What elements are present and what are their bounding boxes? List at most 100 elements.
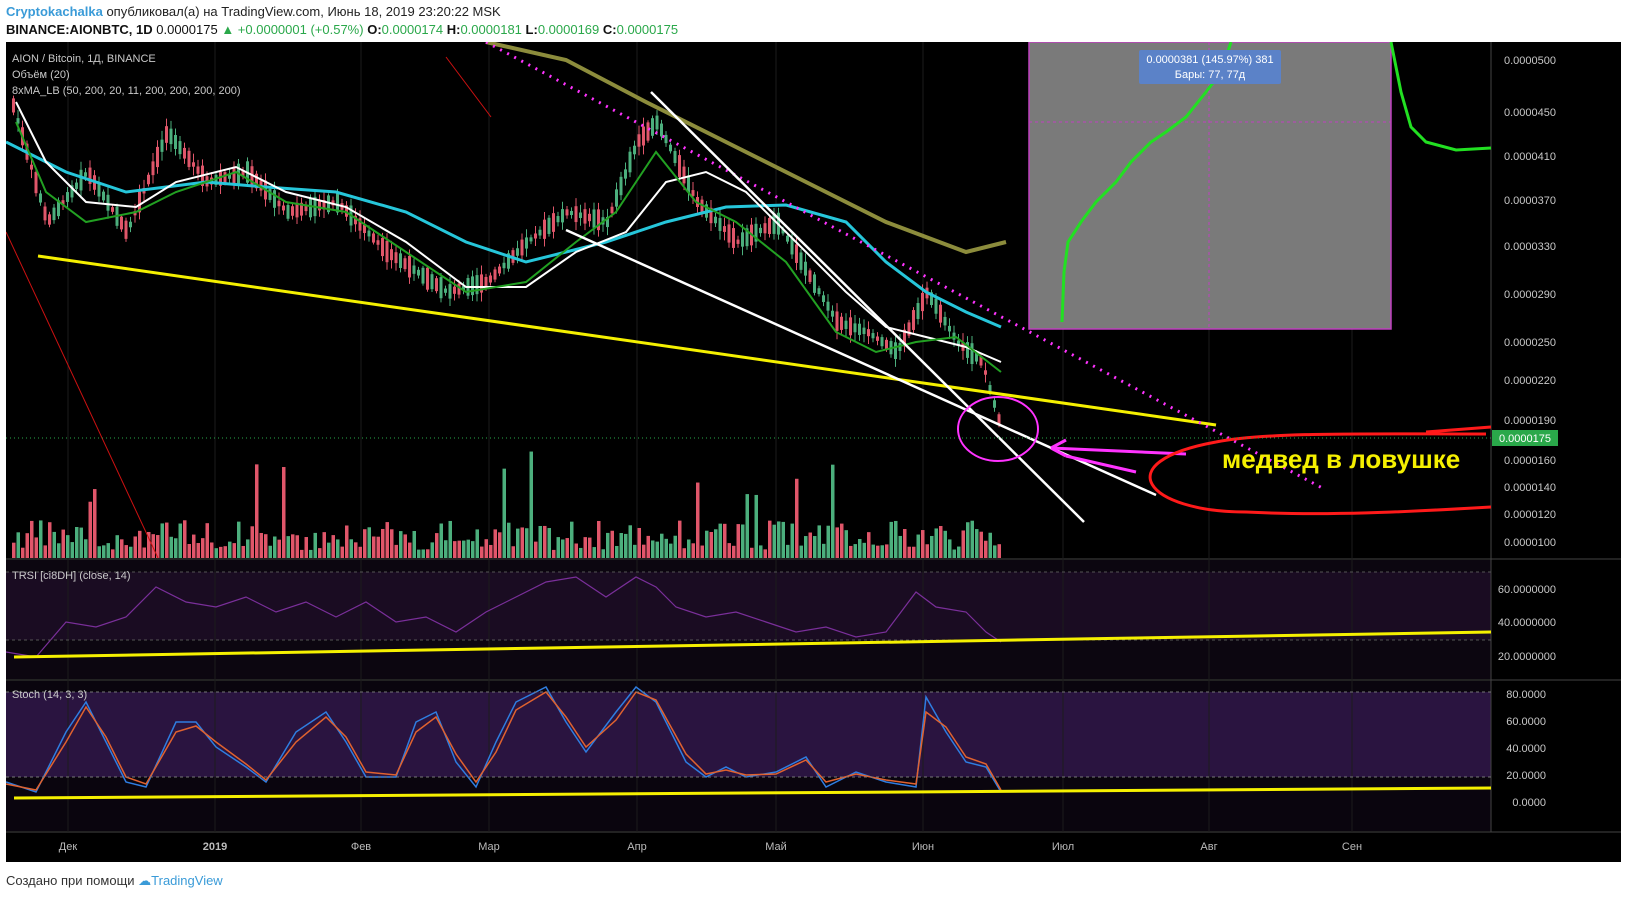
volume-bar	[673, 535, 677, 558]
volume-bar	[39, 520, 43, 558]
volume-bar	[583, 537, 587, 558]
volume-bar	[754, 494, 758, 558]
candle-body	[714, 216, 717, 224]
candle-body	[214, 174, 218, 185]
measure-label-bg	[1139, 50, 1281, 84]
legend-volume[interactable]: Объём (20)	[12, 69, 70, 81]
candle-body	[907, 322, 911, 336]
candle-body	[561, 209, 564, 223]
candle-body	[268, 189, 272, 200]
volume-bar	[439, 523, 443, 558]
candle-body	[282, 205, 285, 211]
volume-bar	[538, 526, 542, 558]
chart-svg[interactable]: 0.0000381 (145.97%) 381 Бары: 77, 77д ме…	[6, 42, 1621, 862]
publish-text: опубликовал(а) на TradingView.com, Июнь …	[106, 4, 501, 19]
volume-bar	[255, 464, 259, 558]
candle-body	[421, 267, 425, 284]
volume-bar	[903, 529, 907, 558]
magenta-arrow	[1050, 438, 1187, 474]
volume-bar	[853, 544, 857, 558]
trsi-title[interactable]: TRSI [ci8DH] (close, 14)	[12, 570, 131, 582]
price-axis[interactable]: 0.0000500 0.0000450 0.0000410 0.0000370 0.00…	[1504, 55, 1556, 549]
time-axis[interactable]: Дек 2019 Фев Мар Апр Май Июн Июл Авг Сен	[59, 841, 1362, 853]
author-link[interactable]: Cryptokachalka	[6, 4, 103, 19]
ma-green-line	[15, 121, 1002, 373]
volume-bar	[777, 521, 781, 558]
magenta-circle	[957, 396, 1039, 462]
candle-body	[75, 182, 78, 189]
candle-body	[835, 311, 839, 331]
volume-bar	[529, 451, 533, 558]
price-axis-label: 0.0000410	[1504, 151, 1556, 163]
volume-bar	[691, 543, 695, 558]
volume-bar	[817, 525, 821, 558]
volume-bar	[579, 547, 583, 558]
volume-bar	[475, 529, 479, 558]
volume-bar	[570, 521, 574, 558]
candle-body	[979, 356, 983, 366]
candle-body	[336, 191, 339, 213]
volume-bar	[687, 539, 691, 558]
volume-bar	[912, 546, 916, 558]
volume-bar	[345, 525, 349, 558]
volume-bar	[223, 546, 227, 558]
time-axis-label: Мар	[478, 841, 500, 853]
candle-body	[799, 252, 803, 270]
candle-body	[943, 316, 947, 326]
volume-bar	[516, 528, 520, 558]
close-value: 0.0000175	[616, 22, 679, 37]
trsi-axis[interactable]: 60.0000000 40.0000000 20.0000000	[1498, 584, 1556, 663]
legend-ma[interactable]: 8xMA_LB (50, 200, 20, 11, 200, 200, 200,…	[12, 85, 241, 97]
volume-bar	[615, 545, 619, 558]
volume-bar	[556, 537, 560, 558]
candle-body	[642, 126, 645, 146]
candle-body	[399, 253, 402, 268]
candle-body	[16, 118, 20, 124]
price-axis-label: 0.0000160	[1504, 455, 1556, 467]
tradingview-logo-link[interactable]: ☁TradingView	[138, 873, 223, 888]
volume-bar	[156, 535, 160, 558]
volume-bar	[957, 546, 961, 558]
candle-body	[426, 267, 429, 290]
candle-body	[183, 147, 186, 159]
volume-bar	[457, 540, 461, 558]
candle-body	[178, 141, 182, 155]
candle-body	[682, 166, 686, 184]
candle-body	[295, 202, 299, 218]
last-price-tag-text: 0.0000175	[1499, 433, 1551, 445]
volume-bar	[444, 540, 448, 558]
legend-title[interactable]: AION / Bitcoin, 1Д, BINANCE	[12, 53, 156, 65]
candle-body	[574, 206, 578, 223]
candle-body	[862, 327, 866, 335]
volume-bar	[669, 543, 673, 558]
stoch-axis[interactable]: 80.0000 60.0000 40.0000 20.0000 0.0000	[1506, 689, 1546, 809]
volume-bar	[75, 527, 79, 558]
volume-bar	[264, 534, 268, 558]
volume-bar	[16, 532, 20, 558]
measure-box[interactable]	[1028, 42, 1392, 330]
candle-body	[822, 295, 825, 303]
volume-bar	[723, 523, 727, 558]
volume-bar	[142, 547, 146, 558]
volume-bar	[372, 536, 376, 558]
tradingview-brand[interactable]: TradingView	[151, 873, 223, 888]
candle-body	[471, 276, 474, 296]
annotation-text: медвед в ловушке	[1222, 444, 1460, 474]
candle-body	[903, 329, 906, 347]
measure-label-line2: Бары: 77, 77д	[1175, 69, 1246, 81]
candle-body	[70, 185, 74, 198]
candle-body	[736, 239, 740, 244]
volume-bar	[169, 536, 173, 558]
volume-bar	[970, 520, 974, 558]
stoch-title[interactable]: Stoch (14, 3, 3)	[12, 689, 87, 701]
volume-bar	[426, 549, 430, 558]
candle-body	[61, 200, 65, 206]
volume-bar	[327, 542, 331, 558]
candle-body	[88, 167, 92, 184]
chart-canvas[interactable]: 0.0000381 (145.97%) 381 Бары: 77, 77д ме…	[6, 42, 1621, 862]
candle-body	[948, 325, 951, 332]
candle-body	[417, 269, 420, 276]
candle-body	[700, 199, 704, 214]
volume-bar	[750, 547, 754, 558]
volume-bar	[102, 545, 106, 558]
